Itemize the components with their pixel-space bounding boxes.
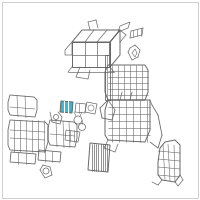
Polygon shape [60, 101, 73, 113]
